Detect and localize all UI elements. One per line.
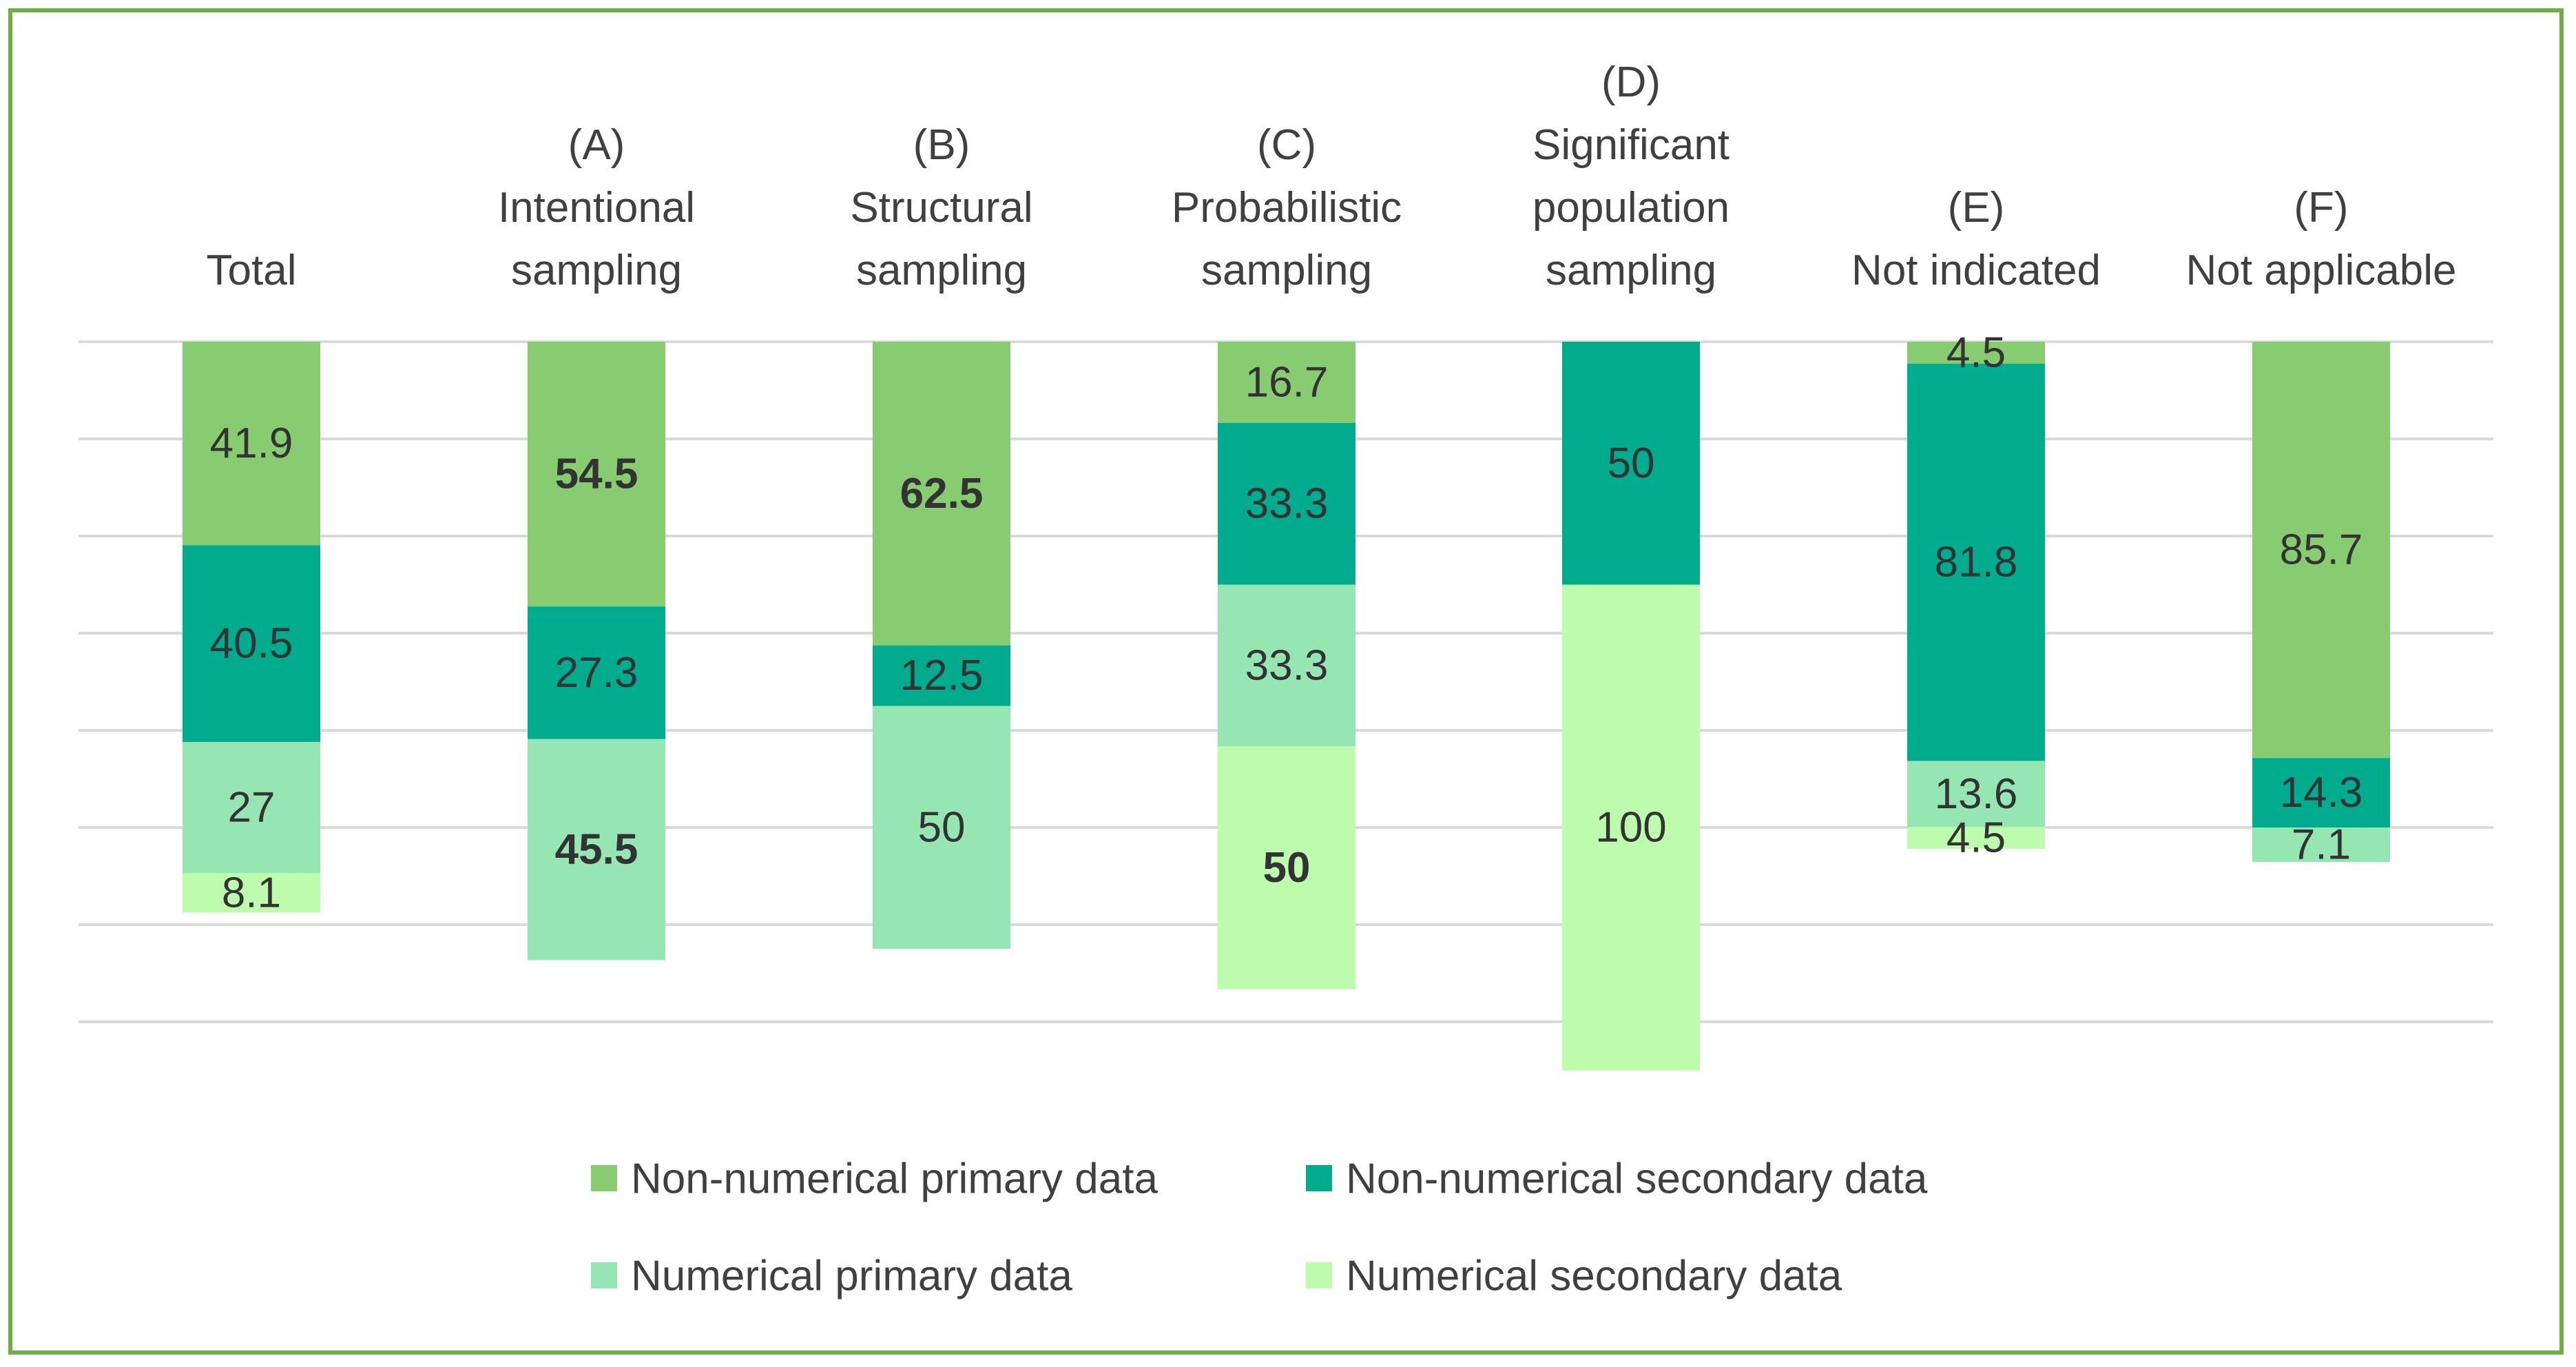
data-label: 27 [228, 784, 276, 832]
data-label: 50 [1608, 440, 1655, 487]
category-label: (A) [568, 121, 625, 169]
category-label: Not indicated [1851, 247, 2101, 294]
bar-segment [1907, 827, 2045, 850]
bar-segment [183, 873, 320, 913]
data-label: 33.3 [1245, 641, 1329, 689]
legend-swatch [591, 1262, 617, 1288]
category-label: (B) [913, 121, 970, 169]
category-label: sampling [1546, 247, 1716, 294]
bar-segment [2252, 342, 2390, 759]
legend-swatch [591, 1165, 617, 1191]
bar-segment [873, 706, 1010, 949]
legend-swatch [1306, 1165, 1332, 1191]
bar-segment [1218, 422, 1355, 585]
category-label: (F) [2294, 184, 2348, 232]
data-label: 45.5 [555, 826, 638, 874]
bar-segment [1218, 746, 1355, 989]
data-label: 81.8 [1935, 539, 2018, 586]
bar-segment [1562, 342, 1700, 585]
data-label: 27.3 [555, 649, 638, 697]
bar-segment [873, 342, 1010, 646]
bars [183, 342, 2390, 1071]
bar-segment [183, 342, 320, 546]
category-label: Total [207, 247, 297, 294]
category-label: sampling [1201, 247, 1372, 294]
data-label: 50 [918, 804, 966, 852]
category-labels: Total (A) Intentional sampling (B) Structural… [207, 59, 2457, 294]
category-label: (D) [1601, 59, 1661, 106]
bar-segment [1907, 342, 2045, 364]
legend-label: Numerical secondary data [1346, 1253, 1842, 1300]
bar-segment [183, 741, 320, 874]
bar-segment [183, 545, 320, 742]
bar-segment [1562, 584, 1700, 1071]
category-label: Structural [850, 184, 1032, 232]
data-label: 100 [1595, 804, 1666, 852]
category-label: sampling [511, 247, 682, 294]
bar-segment [1907, 363, 2045, 761]
legend-label: Non-numerical primary data [631, 1155, 1158, 1203]
data-label: 12.5 [900, 652, 984, 699]
data-label: 13.6 [1935, 770, 2018, 818]
data-label: 40.5 [210, 620, 293, 668]
bar-segment [1218, 342, 1355, 423]
data-label: 7.1 [2292, 821, 2351, 869]
category-label: Intentional [498, 184, 695, 232]
data-label: 41.9 [210, 420, 293, 467]
legend-swatch [1306, 1262, 1332, 1288]
bar-segment [528, 739, 665, 960]
bar-segment [2252, 828, 2390, 863]
data-label: 16.7 [1245, 358, 1329, 406]
data-label: 8.1 [222, 869, 281, 916]
category-label: (E) [1948, 184, 2005, 232]
value-labels: 41.9 40.5 27 8.1 54.5 27.3 45.5 62.5 12.5 50 16.7 3… [210, 329, 2363, 916]
data-label: 4.5 [1946, 329, 2006, 376]
data-label: 85.7 [2280, 526, 2363, 574]
data-label: 54.5 [555, 451, 638, 498]
data-label: 14.3 [2280, 769, 2363, 816]
legend-label: Non-numerical secondary data [1346, 1155, 1928, 1203]
category-label: Significant [1533, 121, 1730, 169]
data-label: 33.3 [1245, 480, 1329, 528]
category-label: population [1533, 184, 1730, 232]
category-label: (C) [1257, 121, 1316, 169]
category-label: sampling [856, 247, 1027, 294]
data-label: 50 [1263, 844, 1311, 892]
legend-label: Numerical primary data [631, 1253, 1072, 1300]
bar-segment [2252, 758, 2390, 828]
bar-segment [1907, 761, 2045, 828]
data-label: 62.5 [900, 470, 984, 517]
data-label: 4.5 [1946, 814, 2006, 862]
bar-segment [528, 606, 665, 739]
bar-segment [528, 342, 665, 607]
category-label: Not applicable [2186, 247, 2457, 294]
category-label: Probabilistic [1172, 184, 1402, 232]
bar-segment [1218, 584, 1355, 747]
legend: Non-numerical primary data Non-numerical … [591, 1155, 1928, 1300]
bar-segment [873, 645, 1010, 706]
